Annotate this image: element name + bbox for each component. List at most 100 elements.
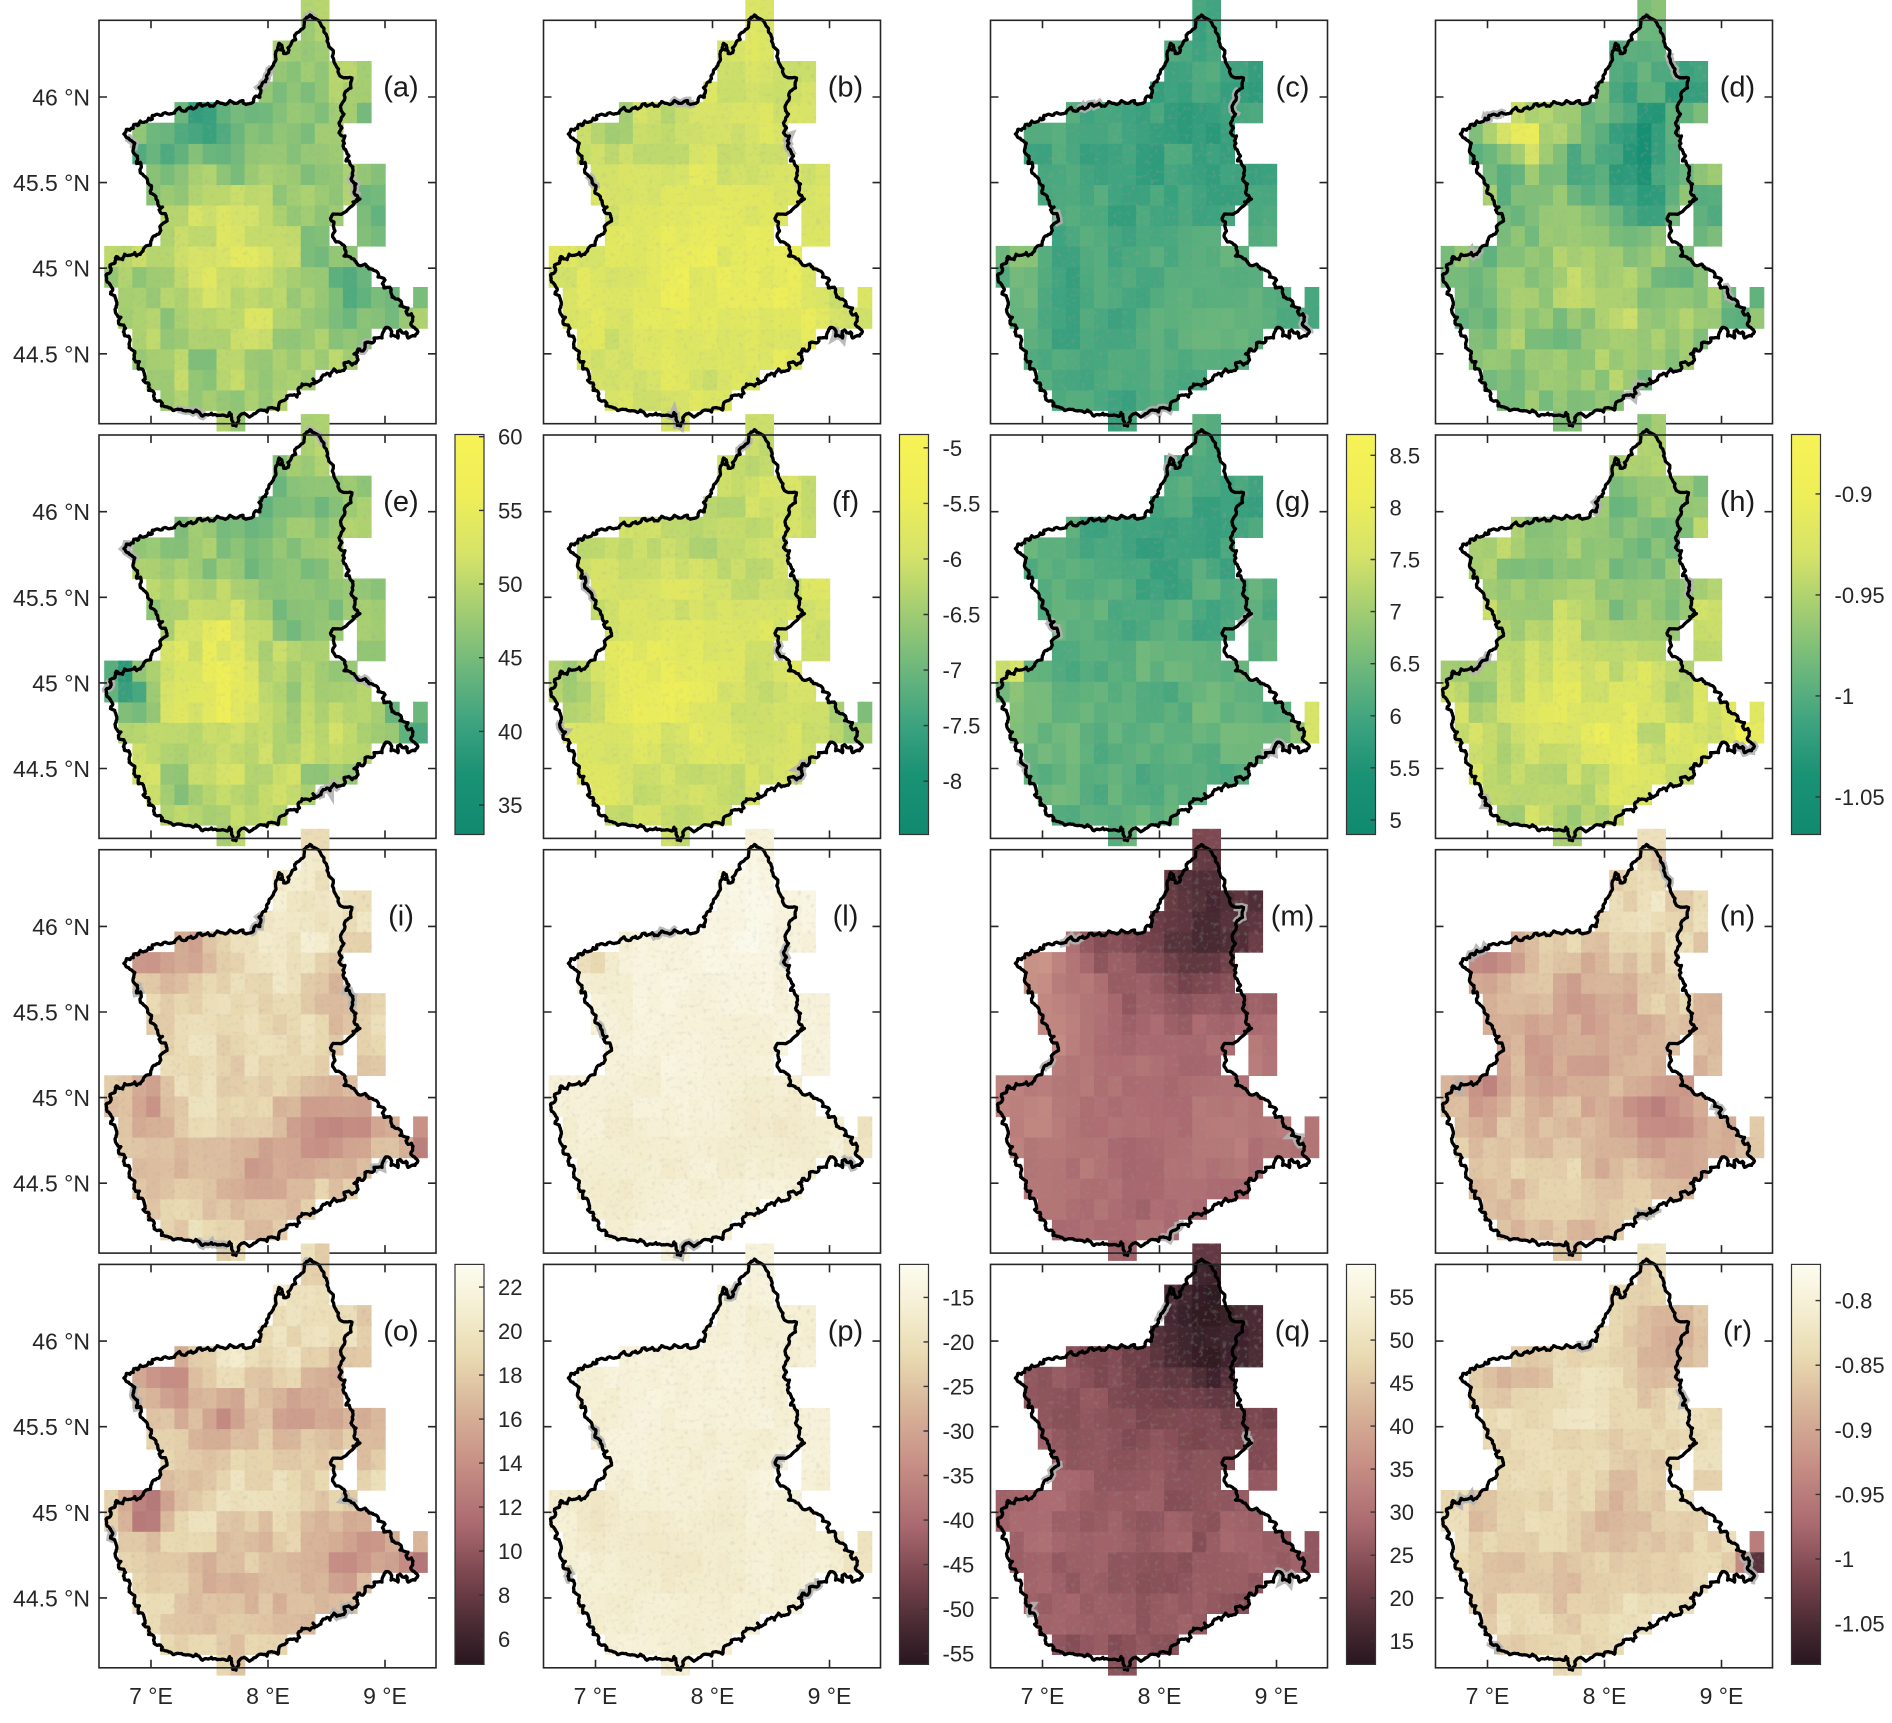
svg-text:7 °E: 7 °E xyxy=(129,1683,173,1709)
svg-text:(p): (p) xyxy=(828,1315,863,1347)
svg-text:-50: -50 xyxy=(943,1597,975,1622)
svg-text:8 °E: 8 °E xyxy=(246,1683,290,1709)
svg-text:(q): (q) xyxy=(1275,1315,1310,1347)
svg-text:45.5 °N: 45.5 °N xyxy=(13,170,90,196)
svg-text:8: 8 xyxy=(1390,495,1402,520)
svg-text:45 °N: 45 °N xyxy=(32,670,90,696)
svg-text:(c): (c) xyxy=(1276,71,1310,103)
svg-text:45.5 °N: 45.5 °N xyxy=(13,1000,90,1026)
svg-text:7.5: 7.5 xyxy=(1390,548,1421,573)
svg-text:-6.5: -6.5 xyxy=(943,603,981,628)
svg-text:(f): (f) xyxy=(832,486,859,518)
svg-text:55: 55 xyxy=(1390,1285,1414,1310)
svg-text:(o): (o) xyxy=(383,1315,418,1347)
svg-text:7 °E: 7 °E xyxy=(1466,1683,1510,1709)
svg-text:45: 45 xyxy=(1390,1371,1414,1396)
svg-text:15: 15 xyxy=(1390,1629,1414,1654)
svg-text:-0.95: -0.95 xyxy=(1835,583,1885,608)
svg-text:44.5 °N: 44.5 °N xyxy=(13,1171,90,1197)
svg-text:-30: -30 xyxy=(943,1419,975,1444)
svg-text:(m): (m) xyxy=(1271,901,1314,933)
svg-text:16: 16 xyxy=(498,1407,522,1432)
svg-text:45.5 °N: 45.5 °N xyxy=(13,1414,90,1440)
svg-text:-8: -8 xyxy=(943,769,963,794)
svg-text:5: 5 xyxy=(1390,808,1402,833)
svg-text:(r): (r) xyxy=(1723,1315,1752,1347)
svg-text:-0.9: -0.9 xyxy=(1835,1418,1873,1443)
svg-text:46 °N: 46 °N xyxy=(32,499,90,525)
svg-text:(a): (a) xyxy=(383,71,418,103)
svg-text:-0.85: -0.85 xyxy=(1835,1353,1885,1378)
svg-text:(b): (b) xyxy=(828,71,863,103)
svg-text:-15: -15 xyxy=(943,1285,975,1310)
svg-text:(e): (e) xyxy=(383,486,418,518)
svg-text:8: 8 xyxy=(498,1583,510,1608)
svg-text:50: 50 xyxy=(1390,1328,1414,1353)
svg-text:45 °N: 45 °N xyxy=(32,256,90,282)
svg-text:7: 7 xyxy=(1390,600,1402,625)
svg-text:6: 6 xyxy=(498,1627,510,1652)
svg-text:6: 6 xyxy=(1390,704,1402,729)
svg-text:60: 60 xyxy=(498,425,522,450)
svg-text:8.5: 8.5 xyxy=(1390,443,1421,468)
svg-text:-5: -5 xyxy=(943,436,963,461)
svg-text:45: 45 xyxy=(498,646,522,671)
svg-text:46 °N: 46 °N xyxy=(32,85,90,111)
svg-text:-1.05: -1.05 xyxy=(1835,1612,1885,1637)
svg-text:5.5: 5.5 xyxy=(1390,756,1421,781)
svg-text:35: 35 xyxy=(1390,1457,1414,1482)
svg-text:-55: -55 xyxy=(943,1642,975,1667)
svg-text:-40: -40 xyxy=(943,1508,975,1533)
svg-text:-7.5: -7.5 xyxy=(943,714,981,739)
svg-text:44.5 °N: 44.5 °N xyxy=(13,1585,90,1611)
svg-text:46 °N: 46 °N xyxy=(32,914,90,940)
svg-text:-1: -1 xyxy=(1835,684,1855,709)
svg-text:6.5: 6.5 xyxy=(1390,652,1421,677)
svg-text:9 °E: 9 °E xyxy=(1255,1683,1299,1709)
svg-text:45 °N: 45 °N xyxy=(32,1500,90,1526)
svg-text:-25: -25 xyxy=(943,1374,975,1399)
svg-text:8 °E: 8 °E xyxy=(1138,1683,1182,1709)
svg-text:(l): (l) xyxy=(833,901,859,933)
svg-text:40: 40 xyxy=(498,719,522,744)
svg-text:-0.9: -0.9 xyxy=(1835,482,1873,507)
svg-text:-5.5: -5.5 xyxy=(943,491,981,516)
svg-text:7 °E: 7 °E xyxy=(574,1683,618,1709)
svg-text:-7: -7 xyxy=(943,658,963,683)
svg-text:22: 22 xyxy=(498,1275,522,1300)
svg-text:-20: -20 xyxy=(943,1330,975,1355)
svg-text:25: 25 xyxy=(1390,1543,1414,1568)
svg-text:-1: -1 xyxy=(1835,1547,1855,1572)
svg-text:20: 20 xyxy=(498,1319,522,1344)
svg-text:20: 20 xyxy=(1390,1586,1414,1611)
svg-text:45 °N: 45 °N xyxy=(32,1085,90,1111)
svg-text:14: 14 xyxy=(498,1451,522,1476)
svg-text:-0.8: -0.8 xyxy=(1835,1289,1873,1314)
svg-text:46 °N: 46 °N xyxy=(32,1329,90,1355)
svg-text:10: 10 xyxy=(498,1539,522,1564)
svg-text:45.5 °N: 45.5 °N xyxy=(13,585,90,611)
svg-text:-0.95: -0.95 xyxy=(1835,1482,1885,1507)
svg-text:-6: -6 xyxy=(943,547,963,572)
svg-text:18: 18 xyxy=(498,1363,522,1388)
svg-text:9 °E: 9 °E xyxy=(363,1683,407,1709)
svg-text:-35: -35 xyxy=(943,1464,975,1489)
svg-text:8 °E: 8 °E xyxy=(691,1683,735,1709)
svg-text:9 °E: 9 °E xyxy=(1700,1683,1744,1709)
svg-text:44.5 °N: 44.5 °N xyxy=(13,341,90,367)
svg-text:(h): (h) xyxy=(1720,486,1755,518)
svg-text:50: 50 xyxy=(498,572,522,597)
svg-text:44.5 °N: 44.5 °N xyxy=(13,756,90,782)
svg-text:(i): (i) xyxy=(388,901,414,933)
svg-text:(n): (n) xyxy=(1720,901,1755,933)
svg-text:12: 12 xyxy=(498,1495,522,1520)
svg-text:-45: -45 xyxy=(943,1553,975,1578)
svg-text:35: 35 xyxy=(498,793,522,818)
svg-text:40: 40 xyxy=(1390,1414,1414,1439)
svg-text:(g): (g) xyxy=(1275,486,1310,518)
svg-text:(d): (d) xyxy=(1720,71,1755,103)
svg-text:-1.05: -1.05 xyxy=(1835,785,1885,810)
svg-text:7 °E: 7 °E xyxy=(1021,1683,1065,1709)
svg-text:8 °E: 8 °E xyxy=(1583,1683,1627,1709)
svg-text:30: 30 xyxy=(1390,1500,1414,1525)
